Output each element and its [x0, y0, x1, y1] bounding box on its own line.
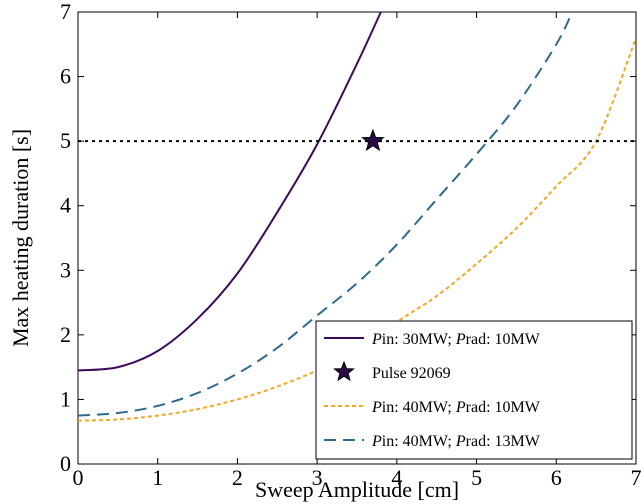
y-tick-label: 2 — [60, 322, 71, 347]
axis-ticks: 0 1 2 3 4 5 6 7 0 1 2 3 4 5 6 7 — [60, 0, 641, 490]
legend-box — [315, 320, 633, 460]
x-tick-label: 3 — [312, 465, 323, 490]
series-line-s3 — [77, 11, 574, 417]
legend-label-s3: Pin: 40MW; Prad: 13MW — [371, 433, 541, 450]
y-axis-label: Max heating duration [s] — [8, 129, 33, 347]
series-line-s2 — [77, 37, 637, 422]
series-layer — [77, 11, 637, 422]
x-axis-label: Sweep Amplitude [cm] — [255, 477, 459, 502]
legend-label-s1: Pin: 30MW; Prad: 10MW — [371, 331, 541, 348]
y-tick-label: 0 — [60, 451, 71, 476]
x-tick-label: 1 — [152, 465, 163, 490]
y-tick-label: 6 — [60, 64, 71, 89]
star-icon — [333, 360, 355, 382]
y-tick-label: 3 — [60, 257, 71, 282]
x-tick-label: 0 — [73, 465, 84, 490]
legend-label-s2: Pin: 40MW; Prad: 10MW — [371, 399, 541, 416]
legend-label-marker: Pulse 92069 — [372, 365, 451, 382]
x-tick-label: 7 — [631, 465, 641, 490]
x-tick-label: 4 — [391, 465, 402, 490]
x-tick-label: 2 — [232, 465, 243, 490]
plot-frame — [77, 11, 637, 465]
y-tick-label: 5 — [60, 128, 71, 153]
legend-swatch-marker — [333, 360, 355, 382]
marker-layer — [361, 128, 385, 152]
plot-area: 0 1 2 3 4 5 6 7 0 1 2 3 4 5 6 7 — [60, 0, 641, 490]
y-tick-label: 4 — [60, 193, 71, 218]
y-tick-label: 1 — [60, 386, 71, 411]
legend: Pin: 30MW; Prad: 10MW Pulse 92069 Pin: 4… — [315, 320, 633, 460]
marker-star — [361, 128, 385, 152]
series-line-s1 — [77, 11, 382, 372]
x-tick-label: 5 — [471, 465, 482, 490]
y-tick-label: 7 — [60, 0, 71, 24]
x-tick-label: 6 — [551, 465, 562, 490]
